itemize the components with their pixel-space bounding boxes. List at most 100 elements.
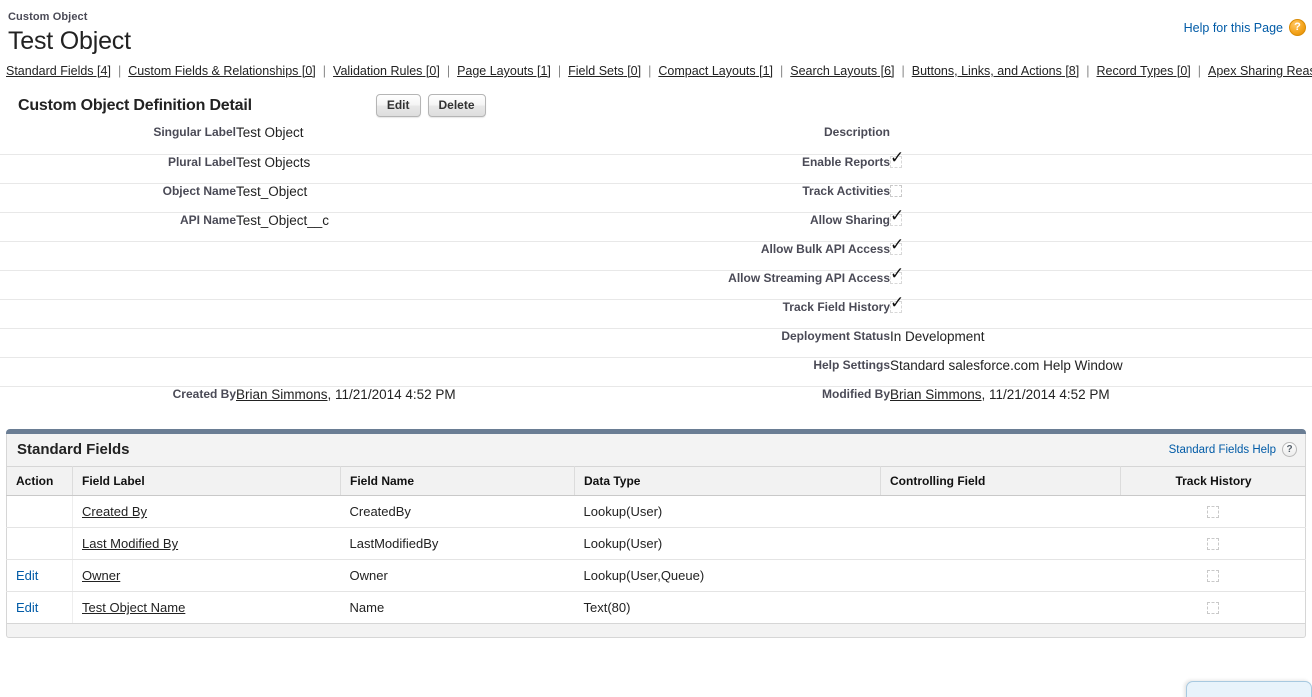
column-header-track-history: Track History <box>1120 466 1306 496</box>
quicklink-search-layouts[interactable]: Search Layouts [6] <box>790 64 894 78</box>
detail-label <box>0 299 236 328</box>
edit-button[interactable]: Edit <box>375 94 421 117</box>
object-definition-detail-table: Singular Label Test Object Description Plur… <box>0 125 1312 415</box>
checkbox-checked <box>890 295 904 313</box>
checkbox-unchecked <box>890 184 902 197</box>
cell-controlling-field <box>880 591 1121 624</box>
table-row: Edit Test Object Name Name Text(80) <box>6 591 1306 624</box>
standard-fields-header: Standard Fields Standard Fields Help ? <box>6 434 1306 466</box>
quicklink-record-types[interactable]: Record Types [0] <box>1096 64 1190 78</box>
detail-label: Allow Bulk API Access <box>760 241 890 256</box>
quicklink-count[interactable]: [4] <box>93 64 111 78</box>
quicklink-label[interactable]: Record Types <box>1096 64 1174 78</box>
quicklink-count[interactable]: [0] <box>1173 64 1191 78</box>
detail-row: Help Settings Standard salesforce.com Hel… <box>0 357 1312 386</box>
checkbox-unchecked <box>1207 537 1220 550</box>
quicklink-count[interactable]: [6] <box>877 64 895 78</box>
quicklink-count[interactable]: [0] <box>623 64 642 78</box>
quicklink-compact-layouts[interactable]: Compact Layouts [1] <box>658 64 773 78</box>
column-header-field-name: Field Name <box>340 466 575 496</box>
quicklink-label[interactable]: Custom Fields & Relationships <box>128 64 299 78</box>
quicklink-separator: | <box>1086 64 1090 78</box>
detail-label: Track Field History <box>782 299 890 314</box>
standard-fields-table: Action Field Label Field Name Data Type Cont… <box>6 466 1306 624</box>
quicklink-label[interactable]: Compact Layouts <box>658 64 756 78</box>
quicklink-custom-fields-relationships[interactable]: Custom Fields & Relationships [0] <box>128 64 316 78</box>
detail-value: Standard salesforce.com Help Window <box>890 357 1123 373</box>
quicklink-validation-rules[interactable]: Validation Rules [0] <box>333 64 440 78</box>
detail-row: Track Field History <box>0 295 1312 328</box>
edit-link[interactable]: Edit <box>16 600 39 615</box>
timestamp: , 11/21/2014 4:52 PM <box>327 386 456 402</box>
delete-button[interactable]: Delete <box>427 94 486 117</box>
quicklink-apex-sharing-reasons[interactable]: Apex Sharing Reasons [0] <box>1208 64 1312 78</box>
table-row: Created By CreatedBy Lookup(User) <box>6 495 1306 528</box>
detail-label: Description <box>823 125 890 139</box>
quicklink-separator: | <box>901 64 905 78</box>
help-for-this-page-link[interactable]: Help for this Page <box>1183 20 1283 35</box>
quicklink-page-layouts[interactable]: Page Layouts [1] <box>457 64 551 78</box>
quicklink-label[interactable]: Buttons, Links, and Actions <box>911 64 1062 78</box>
edit-link[interactable]: Edit <box>16 568 39 583</box>
quicklink-count[interactable]: [1] <box>533 64 551 78</box>
cell-action: Edit <box>6 559 73 592</box>
detail-value <box>236 270 652 299</box>
quicklink-count[interactable]: [0] <box>422 64 440 78</box>
quicklink-separator: | <box>1197 64 1201 78</box>
cell-controlling-field <box>880 527 1121 560</box>
cell-track-history <box>1120 591 1306 624</box>
cell-data-type: Lookup(User,Queue) <box>574 559 881 592</box>
checkbox-unchecked <box>1207 505 1220 518</box>
help-question-icon[interactable]: ? <box>1289 19 1306 36</box>
standard-fields-help-icon[interactable]: ? <box>1282 442 1297 457</box>
cell-field-label: Last Modified By <box>72 527 341 560</box>
quicklink-label[interactable]: Search Layouts <box>790 64 878 78</box>
detail-label <box>0 270 236 299</box>
quicklink-label[interactable]: Field Sets <box>568 64 624 78</box>
quicklink-separator: | <box>117 64 122 78</box>
detail-label: Singular Label <box>153 125 236 139</box>
checkbox-unchecked <box>1207 569 1220 582</box>
field-label-link[interactable]: Last Modified By <box>82 536 179 551</box>
help-for-this-page[interactable]: Help for this Page ? <box>1183 19 1306 36</box>
field-label-link[interactable]: Owner <box>82 568 121 583</box>
user-link[interactable]: Brian Simmons <box>236 386 328 402</box>
field-label-link[interactable]: Created By <box>82 504 148 519</box>
quicklink-count[interactable]: [0] <box>298 64 316 78</box>
standard-fields-help-link[interactable]: Standard Fields Help <box>1168 443 1276 456</box>
quicklink-label[interactable]: Apex Sharing Reasons <box>1208 64 1312 78</box>
cell-controlling-field <box>880 495 1121 528</box>
quicklink-label[interactable]: Page Layouts <box>457 64 534 78</box>
detail-label <box>0 328 236 357</box>
cell-field-label: Owner <box>72 559 341 592</box>
quicklink-label[interactable]: Validation Rules <box>333 64 423 78</box>
detail-value: Test Objects <box>236 154 311 170</box>
footer-chat-widget[interactable] <box>1186 681 1312 697</box>
standard-fields-help[interactable]: Standard Fields Help ? <box>1169 442 1297 457</box>
detail-label: Enable Reports <box>801 154 890 169</box>
quicklink-buttons-links-and-actions[interactable]: Buttons, Links, and Actions [8] <box>912 64 1079 78</box>
cell-action: Edit <box>6 591 73 624</box>
user-link[interactable]: Brian Simmons <box>890 386 982 402</box>
quicklink-label[interactable]: Standard Fields <box>6 64 94 78</box>
quicklink-separator: | <box>648 64 652 78</box>
cell-track-history <box>1120 495 1306 528</box>
table-header-row: Action Field Label Field Name Data Type Cont… <box>6 466 1306 496</box>
quicklink-standard-fields[interactable]: Standard Fields [4] <box>6 64 111 78</box>
detail-label: Object Name <box>162 183 236 198</box>
cell-controlling-field <box>880 559 1121 592</box>
checkbox-checked <box>890 150 904 168</box>
detail-label: API Name <box>179 212 236 227</box>
detail-row: Deployment Status In Development <box>0 328 1312 357</box>
quicklink-count[interactable]: [1] <box>755 64 774 78</box>
field-label-link[interactable]: Test Object Name <box>82 600 186 615</box>
object-quicklinks: Standard Fields [4] | Custom Fields & Rela… <box>0 57 1312 82</box>
checkbox-checked <box>890 266 904 284</box>
cell-field-name: Name <box>340 591 575 624</box>
detail-value <box>236 241 652 270</box>
detail-label <box>0 241 236 270</box>
detail-label: Created By <box>172 386 236 401</box>
quicklink-count[interactable]: [8] <box>1061 64 1080 78</box>
cell-track-history <box>1120 527 1306 560</box>
quicklink-field-sets[interactable]: Field Sets [0] <box>568 64 641 78</box>
